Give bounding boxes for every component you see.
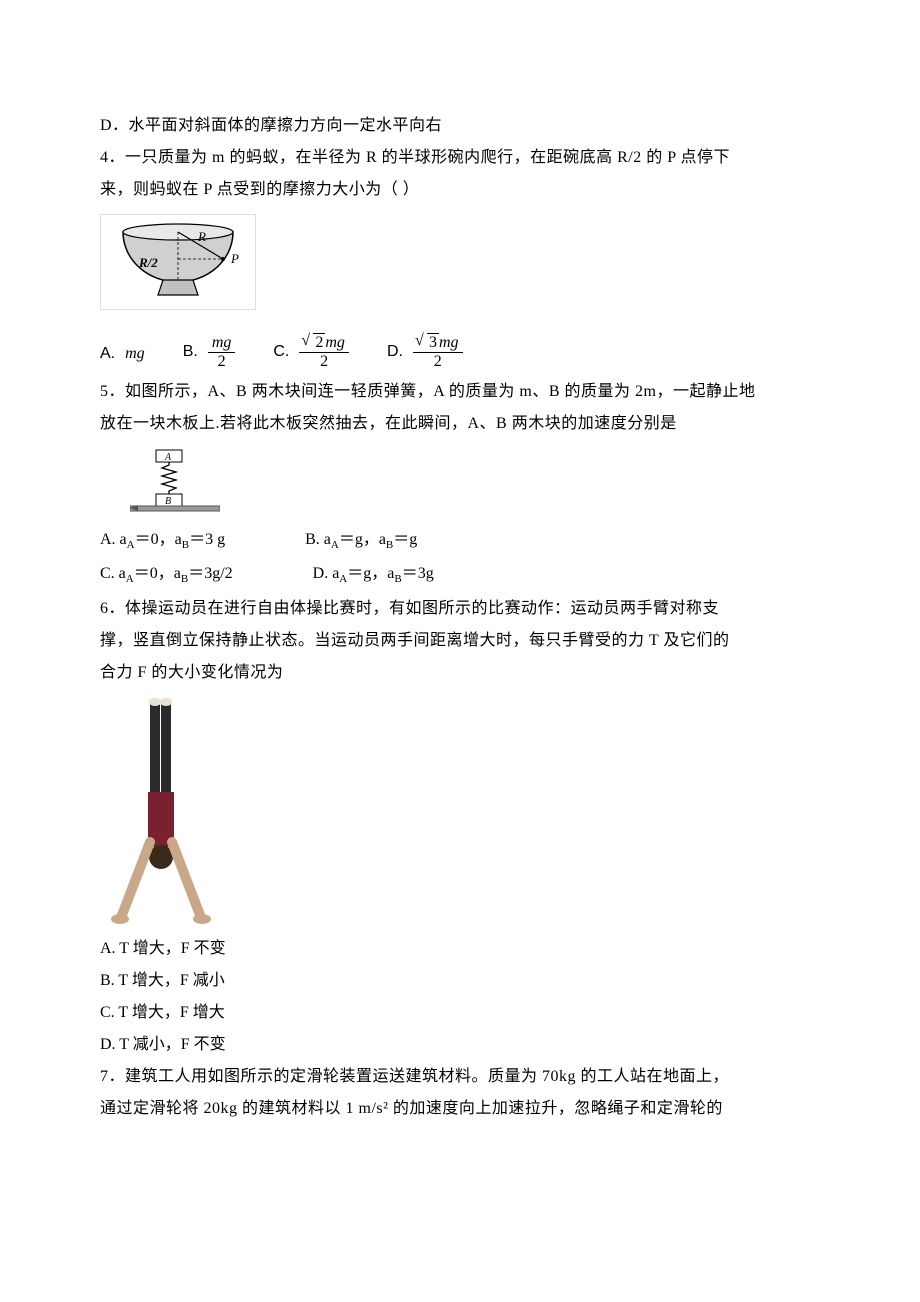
q4-fig-R-label: R: [197, 229, 206, 244]
q4-option-b: B. mg 2: [183, 334, 236, 370]
q4-option-d: D. 3mg 2: [387, 334, 463, 370]
q5-options-row2: C. aA＝0，aB＝3g/2 D. aA＝g，aB＝3g: [100, 558, 820, 590]
q5-option-c: C. aA＝0，aB＝3g/2: [100, 558, 233, 590]
q4-options: A. mg B. mg 2 C. 2mg 2 D. 3mg 2: [100, 334, 820, 370]
q7-stem-line1: 7．建筑工人用如图所示的定滑轮装置运送建筑材料。质量为 70kg 的工人站在地面…: [100, 1061, 820, 1093]
q5-stem-line1: 5．如图所示，A、B 两木块间连一轻质弹簧，A 的质量为 m、B 的质量为 2m…: [100, 376, 820, 408]
page: D．水平面对斜面体的摩擦力方向一定水平向右 4．一只质量为 m 的蚂蚁，在半径为…: [0, 0, 920, 1302]
q4-figure-bowl: R P R/2: [100, 214, 256, 310]
q5-option-d: D. aA＝g，aB＝3g: [313, 558, 434, 590]
q4-stem-line1: 4．一只质量为 m 的蚂蚁，在半径为 R 的半球形碗内爬行，在距碗底高 R/2 …: [100, 142, 820, 174]
q4-stem-line2: 来，则蚂蚁在 P 点受到的摩擦力大小为（ ）: [100, 174, 820, 206]
q5-fig-A: A: [164, 452, 172, 463]
q6-stem-line2: 撑，竖直倒立保持静止状态。当运动员两手间距离增大时，每只手臂受的力 T 及它们的: [100, 625, 820, 657]
q4-option-a: A. mg: [100, 338, 145, 370]
q6-figure-gymnast: [100, 697, 820, 927]
q6-option-d: D. T 减小，F 不变: [100, 1029, 820, 1061]
q7-stem-line2: 通过定滑轮将 20kg 的建筑材料以 1 m/s² 的加速度向上加速拉升，忽略绳…: [100, 1093, 820, 1125]
q4-fig-R2-label: R/2: [138, 255, 158, 270]
q6-option-b: B. T 增大，F 减小: [100, 965, 820, 997]
q6-stem-line1: 6．体操运动员在进行自由体操比赛时，有如图所示的比赛动作：运动员两手臂对称支: [100, 593, 820, 625]
q3-option-d: D．水平面对斜面体的摩擦力方向一定水平向右: [100, 110, 820, 142]
q4-option-c: C. 2mg 2: [273, 334, 349, 370]
q5-stem-line2: 放在一块木板上.若将此木板突然抽去，在此瞬间，A、B 两木块的加速度分别是: [100, 408, 820, 440]
q6-option-c: C. T 增大，F 增大: [100, 997, 820, 1029]
q5-options-row1: A. aA＝0，aB＝3 g B. aA＝g，aB＝g: [100, 524, 820, 556]
q5-option-a: A. aA＝0，aB＝3 g: [100, 524, 225, 556]
q6-option-a: A. T 增大，F 不变: [100, 933, 820, 965]
q6-stem-line3: 合力 F 的大小变化情况为: [100, 657, 820, 689]
q5-figure-spring: A B: [130, 448, 820, 518]
q5-fig-B: B: [165, 496, 171, 507]
q4-fig-P-label: P: [230, 251, 239, 266]
q5-option-b: B. aA＝g，aB＝g: [305, 524, 417, 556]
